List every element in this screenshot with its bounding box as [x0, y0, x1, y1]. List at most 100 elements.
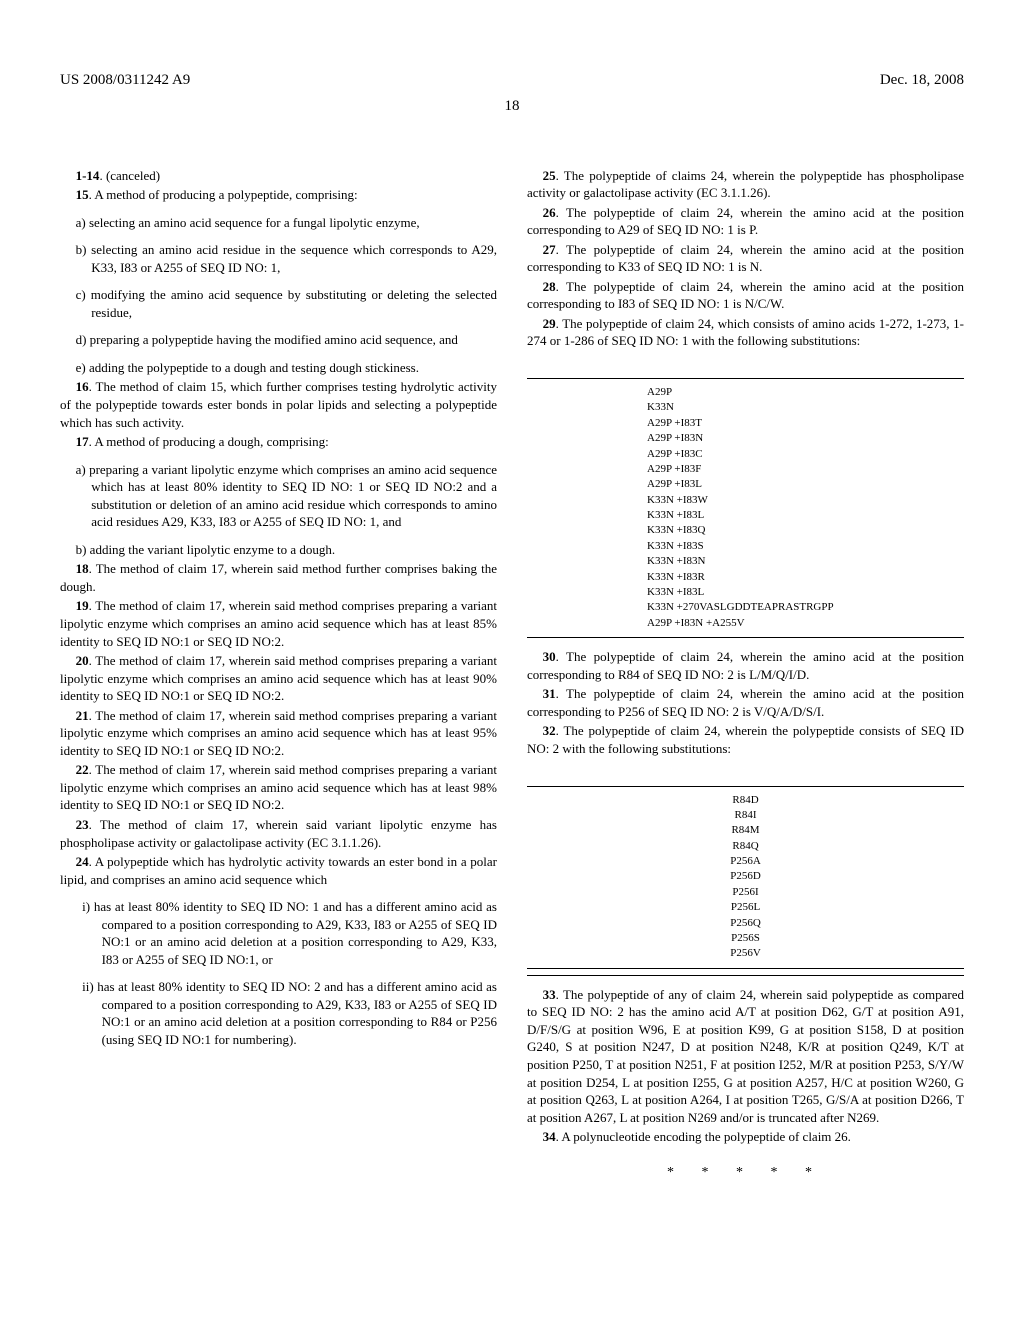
claim-num: 21: [76, 708, 89, 723]
claim-15-e: e) adding the polypeptide to a dough and…: [60, 359, 497, 377]
claim-15-d: d) preparing a polypeptide having the mo…: [60, 331, 497, 349]
table-row: A29P +I83T: [527, 416, 964, 431]
claim-num: 24: [76, 854, 89, 869]
claim-15-c: c) modifying the amino acid sequence by …: [60, 286, 497, 321]
claim-text: . The method of claim 15, which further …: [60, 379, 497, 429]
table-row: K33N +270VASLGDDTEAPRASTRGPP: [527, 600, 964, 615]
table-row: P256S: [527, 931, 964, 946]
claim-num: 28: [543, 279, 556, 294]
claim-num: 33: [543, 987, 556, 1002]
table-row: P256L: [527, 900, 964, 915]
table-row: A29P: [527, 385, 964, 400]
table-row: A29P +I83L: [527, 477, 964, 492]
claim-25: 25. The polypeptide of claims 24, wherei…: [527, 167, 964, 202]
table-row: K33N +I83L: [527, 508, 964, 523]
claim-15: 15. A method of producing a polypeptide,…: [60, 186, 497, 204]
claim-text: . A method of producing a dough, compris…: [89, 434, 329, 449]
claim-text: . The method of claim 17, wherein said v…: [60, 817, 497, 850]
claim-text: . The polypeptide of claims 24, wherein …: [527, 168, 964, 201]
claim-34: 34. A polynucleotide encoding the polype…: [527, 1128, 964, 1146]
claim-15-b: b) selecting an amino acid residue in th…: [60, 241, 497, 276]
claim-text: . The polypeptide of claim 24, wherein t…: [527, 205, 964, 238]
left-column: 1-14. (canceled) 15. A method of produci…: [60, 167, 497, 1183]
table-row: A29P +I83N: [527, 431, 964, 446]
claim-num: 20: [76, 653, 89, 668]
claim-num: 18: [76, 561, 89, 576]
claim-30: 30. The polypeptide of claim 24, wherein…: [527, 648, 964, 683]
claim-24-i: i) has at least 80% identity to SEQ ID N…: [60, 898, 497, 968]
claim-text: . The method of claim 17, wherein said m…: [60, 653, 497, 703]
table-row: A29P +I83C: [527, 447, 964, 462]
claim-1-14: 1-14. (canceled): [60, 167, 497, 185]
claim-text: . The polypeptide of claim 24, wherein t…: [527, 649, 964, 682]
table-row: K33N +I83Q: [527, 523, 964, 538]
table-row: P256Q: [527, 916, 964, 931]
claim-num: 19: [76, 598, 89, 613]
table-row: R84I: [527, 808, 964, 823]
claim-23: 23. The method of claim 17, wherein said…: [60, 816, 497, 851]
table-row: R84Q: [527, 839, 964, 854]
claim-text: . The polypeptide of claim 24, wherein t…: [527, 279, 964, 312]
table-row: K33N +I83L: [527, 585, 964, 600]
claim-num: 26: [543, 205, 556, 220]
claim-32: 32. The polypeptide of claim 24, wherein…: [527, 722, 964, 757]
claim-text: . (canceled): [99, 168, 160, 183]
publication-date: Dec. 18, 2008: [880, 70, 964, 90]
table-row: K33N: [527, 400, 964, 415]
page-header: US 2008/0311242 A9 Dec. 18, 2008: [60, 70, 964, 90]
claim-text: . The polypeptide of claim 24, wherein t…: [527, 723, 964, 756]
claim-24-ii: ii) has at least 80% identity to SEQ ID …: [60, 978, 497, 1048]
table-row: P256I: [527, 885, 964, 900]
publication-number: US 2008/0311242 A9: [60, 70, 190, 90]
claim-24: 24. A polypeptide which has hydrolytic a…: [60, 853, 497, 888]
substitution-table-1: A29PK33NA29P +I83TA29P +I83NA29P +I83CA2…: [527, 378, 964, 638]
table-row: K33N +I83S: [527, 539, 964, 554]
claim-26: 26. The polypeptide of claim 24, wherein…: [527, 204, 964, 239]
right-column: 25. The polypeptide of claims 24, wherei…: [527, 167, 964, 1183]
claim-num: 15: [76, 187, 89, 202]
claim-num: 22: [76, 762, 89, 777]
claim-num: 17: [76, 434, 89, 449]
claim-num: 29: [543, 316, 556, 331]
claim-29: 29. The polypeptide of claim 24, which c…: [527, 315, 964, 350]
claim-num: 31: [543, 686, 556, 701]
claim-17: 17. A method of producing a dough, compr…: [60, 433, 497, 451]
claim-text: . A method of producing a polypeptide, c…: [89, 187, 358, 202]
claim-27: 27. The polypeptide of claim 24, wherein…: [527, 241, 964, 276]
table-row: P256V: [527, 946, 964, 961]
claim-text: . The method of claim 17, wherein said m…: [60, 762, 497, 812]
claim-text: . The method of claim 17, wherein said m…: [60, 561, 497, 594]
claim-text: . The method of claim 17, wherein said m…: [60, 708, 497, 758]
claim-num: 34: [543, 1129, 556, 1144]
claim-num: 16: [76, 379, 89, 394]
content-columns: 1-14. (canceled) 15. A method of produci…: [60, 167, 964, 1183]
table-row: R84D: [527, 793, 964, 808]
claim-num: 23: [76, 817, 89, 832]
table-row: K33N +I83N: [527, 554, 964, 569]
claim-17-b: b) adding the variant lipolytic enzyme t…: [60, 541, 497, 559]
claim-num: 27: [543, 242, 556, 257]
claim-text: . The method of claim 17, wherein said m…: [60, 598, 497, 648]
claim-num: 1-14: [76, 168, 100, 183]
claim-20: 20. The method of claim 17, wherein said…: [60, 652, 497, 705]
claim-33: 33. The polypeptide of any of claim 24, …: [527, 986, 964, 1126]
claim-text: . The polypeptide of claim 24, wherein t…: [527, 242, 964, 275]
table-row: A29P +I83N +A255V: [527, 616, 964, 631]
table-row: P256D: [527, 869, 964, 884]
table-row: R84M: [527, 823, 964, 838]
claim-17-a: a) preparing a variant lipolytic enzyme …: [60, 461, 497, 531]
claim-18: 18. The method of claim 17, wherein said…: [60, 560, 497, 595]
table-row: A29P +I83F: [527, 462, 964, 477]
table-row: K33N +I83W: [527, 493, 964, 508]
claim-28: 28. The polypeptide of claim 24, wherein…: [527, 278, 964, 313]
claim-21: 21. The method of claim 17, wherein said…: [60, 707, 497, 760]
claim-text: . A polypeptide which has hydrolytic act…: [60, 854, 497, 887]
claim-text: . A polynucleotide encoding the polypept…: [556, 1129, 851, 1144]
page-number: 18: [60, 96, 964, 116]
claim-22: 22. The method of claim 17, wherein said…: [60, 761, 497, 814]
substitution-table-2: R84DR84IR84MR84QP256AP256DP256IP256LP256…: [527, 786, 964, 976]
claim-16: 16. The method of claim 15, which furthe…: [60, 378, 497, 431]
claim-text: . The polypeptide of claim 24, wherein t…: [527, 686, 964, 719]
claim-text: . The polypeptide of claim 24, which con…: [527, 316, 964, 349]
claim-19: 19. The method of claim 17, wherein said…: [60, 597, 497, 650]
